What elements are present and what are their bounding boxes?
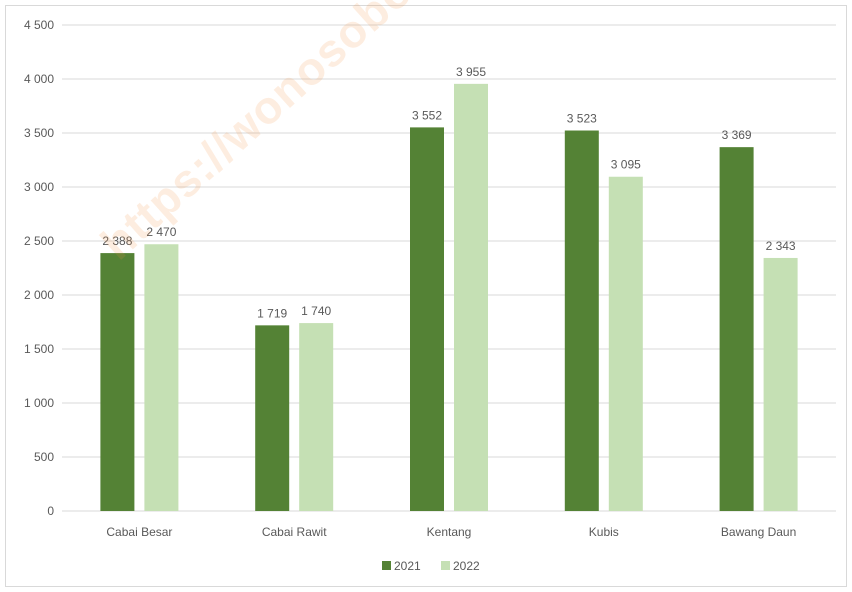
bar-2022 bbox=[608, 176, 643, 512]
legend-swatch bbox=[441, 561, 450, 570]
data-label: 3 552 bbox=[412, 108, 442, 122]
y-tick-label: 4 500 bbox=[24, 18, 54, 32]
data-label: 2 470 bbox=[146, 225, 176, 239]
x-tick-label: Kubis bbox=[589, 525, 619, 539]
y-tick-label: 1 500 bbox=[24, 342, 54, 356]
x-tick-label: Cabai Besar bbox=[106, 525, 172, 539]
y-tick-label: 1 000 bbox=[24, 396, 54, 410]
bar-2021 bbox=[410, 127, 444, 511]
data-label: 2 388 bbox=[102, 234, 132, 248]
bar-2022 bbox=[144, 244, 179, 512]
legend-label: 2022 bbox=[453, 559, 480, 573]
legend-label: 2021 bbox=[394, 559, 421, 573]
y-tick-label: 2 500 bbox=[24, 234, 54, 248]
x-tick-label: Cabai Rawit bbox=[262, 525, 327, 539]
y-tick-label: 500 bbox=[34, 450, 54, 464]
y-tick-label: 2 000 bbox=[24, 288, 54, 302]
data-label: 3 955 bbox=[456, 65, 486, 79]
bar-2021 bbox=[100, 253, 135, 511]
y-tick-label: 3 000 bbox=[24, 180, 54, 194]
data-label: 3 369 bbox=[722, 128, 752, 142]
y-tick-label: 4 000 bbox=[24, 72, 54, 86]
bar-2022 bbox=[299, 323, 334, 511]
x-tick-label: Kentang bbox=[427, 525, 472, 539]
y-tick-label: 0 bbox=[47, 504, 54, 518]
data-label: 3 523 bbox=[567, 112, 597, 126]
bar-2022 bbox=[454, 83, 488, 512]
data-label: 2 343 bbox=[766, 239, 796, 253]
bar-2022 bbox=[763, 257, 798, 511]
bar-2021 bbox=[564, 130, 599, 512]
legend-swatch bbox=[382, 561, 391, 570]
data-label: 1 740 bbox=[301, 304, 331, 318]
bar-2021 bbox=[255, 325, 290, 511]
data-label: 3 095 bbox=[611, 158, 641, 172]
y-tick-label: 3 500 bbox=[24, 126, 54, 140]
bar-2021 bbox=[719, 147, 754, 511]
x-tick-label: Bawang Daun bbox=[721, 525, 796, 539]
data-label: 1 719 bbox=[257, 306, 287, 320]
